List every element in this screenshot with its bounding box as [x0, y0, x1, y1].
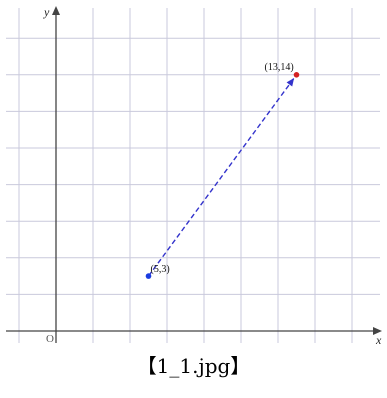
image-caption: 【1_1.jpg】 — [136, 354, 251, 378]
origin-label: O — [46, 333, 54, 345]
dashed-segment — [147, 74, 298, 277]
end-point — [293, 72, 300, 78]
x-axis-arrowhead — [373, 327, 382, 335]
y-axis-arrowhead — [52, 6, 60, 15]
marks: (5,3) (13,14) — [145, 62, 300, 279]
point-label: (5,3) — [151, 264, 170, 275]
axes: x y O — [6, 5, 382, 345]
point-label: (13,14) — [265, 62, 294, 73]
start-point — [145, 273, 152, 279]
y-axis-label: y — [43, 5, 50, 19]
x-axis-label: x — [375, 333, 382, 345]
grid — [6, 8, 380, 343]
segment-arrowhead — [286, 78, 295, 87]
coordinate-plane: x y O (5,3) (13,14) — [6, 5, 382, 345]
